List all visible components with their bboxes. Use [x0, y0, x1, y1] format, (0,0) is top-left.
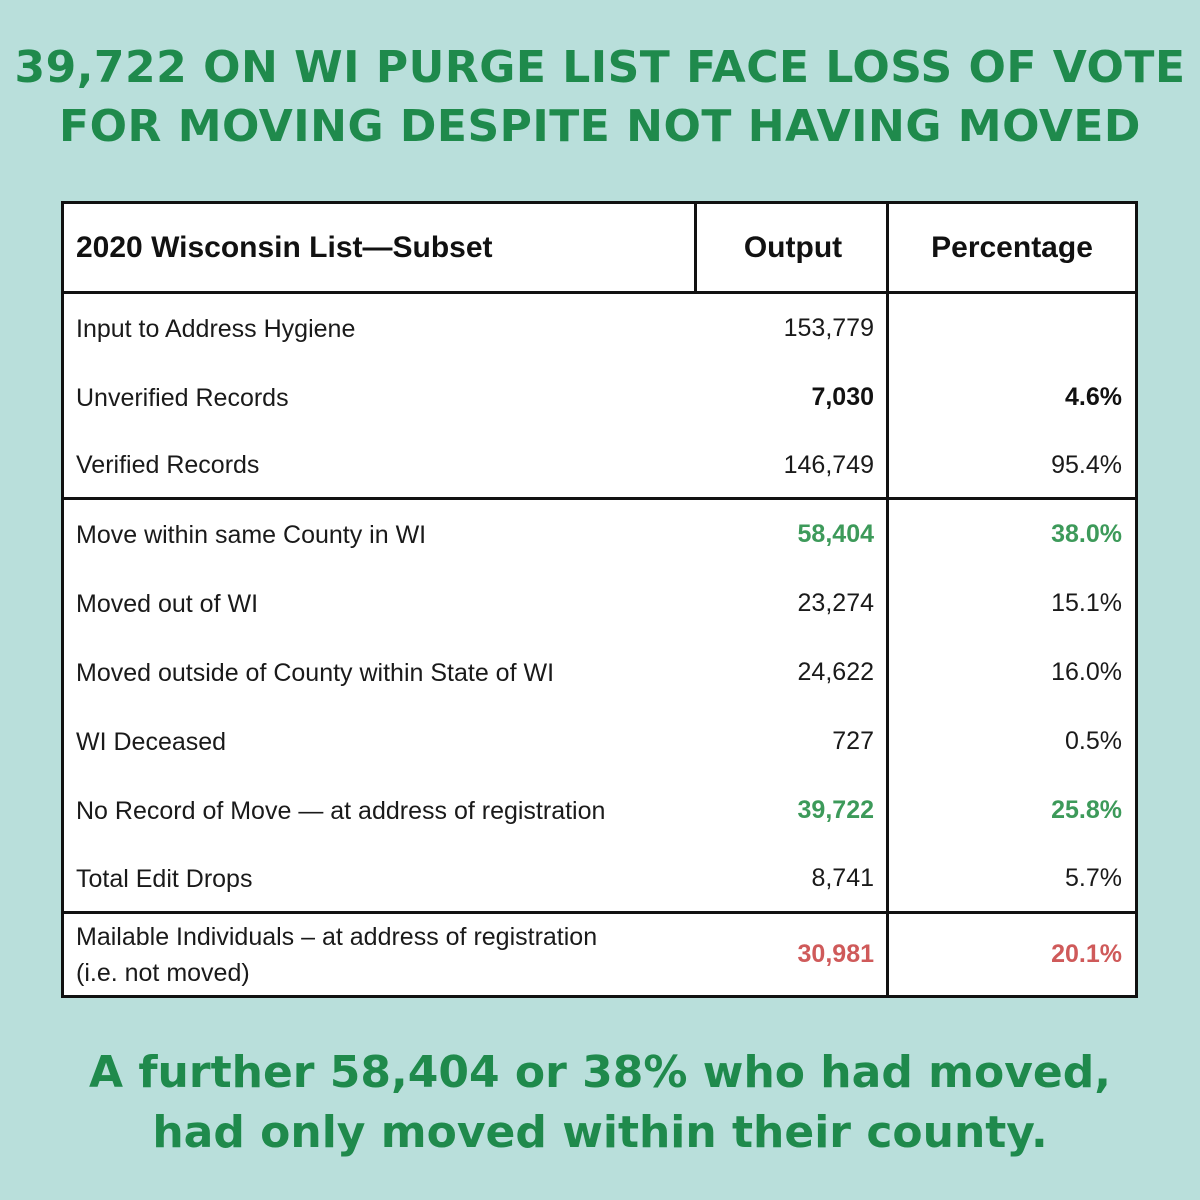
row-output: 39,722 [797, 796, 874, 824]
row-label: Moved out of WI [76, 589, 259, 618]
column-divider [886, 204, 889, 995]
table-row: Moved outside of County within State of … [64, 638, 1135, 707]
header-percentage: Percentage [931, 230, 1093, 264]
headline-line-1: 39,722 ON WI PURGE LIST FACE LOSS OF VOT… [14, 42, 1186, 93]
row-label-line-2: (i.e. not moved) [76, 958, 250, 987]
footer-line-1: A further 58,404 or 38% who had moved, [89, 1047, 1111, 1098]
footer-caption: A further 58,404 or 38% who had moved, h… [0, 1043, 1200, 1163]
headline: 39,722 ON WI PURGE LIST FACE LOSS OF VOT… [0, 38, 1200, 156]
row-output: 8,741 [811, 864, 874, 892]
table-row: Move within same County in WI 58,404 38.… [64, 500, 1135, 569]
table-row: Mailable Individuals – at address of reg… [64, 914, 1135, 995]
row-output: 727 [832, 727, 874, 755]
row-label-line-1: Mailable Individuals – at address of reg… [76, 922, 598, 951]
row-label: Mailable Individuals – at address of reg… [76, 914, 686, 995]
row-label: Input to Address Hygiene [76, 314, 356, 343]
table-row: Verified Records 146,749 95.4% [64, 432, 1135, 498]
data-table: 2020 Wisconsin List—Subset Output Percen… [61, 201, 1138, 998]
table-row: Total Edit Drops 8,741 5.7% [64, 845, 1135, 912]
group-divider [64, 911, 1135, 914]
row-percentage: 4.6% [1065, 383, 1122, 411]
row-percentage: 16.0% [1051, 658, 1122, 686]
headline-line-2: FOR MOVING DESPITE NOT HAVING MOVED [59, 101, 1141, 152]
table-row: Moved out of WI 23,274 15.1% [64, 569, 1135, 638]
row-percentage: 15.1% [1051, 589, 1122, 617]
footer-line-2: had only moved within their county. [152, 1107, 1048, 1158]
table-row: Input to Address Hygiene 153,779 [64, 294, 1135, 363]
row-percentage: 38.0% [1051, 520, 1122, 548]
row-output: 58,404 [797, 520, 874, 548]
table-header: 2020 Wisconsin List—Subset Output Percen… [64, 204, 1135, 294]
row-label: WI Deceased [76, 727, 227, 756]
row-percentage: 95.4% [1051, 450, 1122, 479]
row-label: No Record of Move — at address of regist… [76, 796, 606, 825]
row-output: 24,622 [797, 658, 874, 686]
group-divider [64, 497, 1135, 500]
column-divider [694, 204, 697, 291]
row-percentage: 25.8% [1051, 796, 1122, 824]
row-output: 30,981 [797, 940, 874, 968]
header-output: Output [743, 230, 843, 264]
row-label: Moved outside of County within State of … [76, 658, 555, 687]
row-label: Unverified Records [76, 383, 289, 412]
row-percentage: 20.1% [1051, 940, 1122, 968]
row-label: Move within same County in WI [76, 520, 427, 549]
table-row: Unverified Records 7,030 4.6% [64, 363, 1135, 432]
table-row: No Record of Move — at address of regist… [64, 776, 1135, 845]
row-label: Verified Records [76, 451, 260, 479]
row-percentage [889, 294, 1122, 363]
row-percentage: 0.5% [1065, 727, 1122, 755]
header-label: 2020 Wisconsin List—Subset [76, 230, 493, 264]
table-row: WI Deceased 727 0.5% [64, 707, 1135, 776]
row-output: 153,779 [783, 314, 874, 342]
row-output: 23,274 [797, 589, 874, 617]
row-percentage: 5.7% [1065, 864, 1122, 892]
row-label: Total Edit Drops [76, 864, 253, 893]
row-output: 146,749 [783, 450, 874, 479]
row-output: 7,030 [811, 383, 874, 411]
